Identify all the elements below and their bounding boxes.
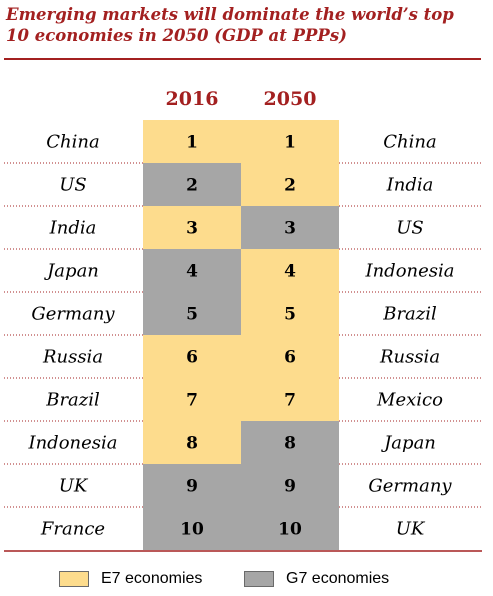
cell-2050-rank-10 bbox=[241, 507, 339, 550]
rank-2016-6: 6 bbox=[186, 348, 198, 368]
rank-2016-4: 4 bbox=[186, 262, 198, 282]
cell-2050-rank-1 bbox=[241, 120, 339, 163]
column-header-2050: 2050 bbox=[263, 88, 317, 110]
country-2050-rank-10: UK bbox=[396, 519, 426, 540]
rank-2016-1: 1 bbox=[186, 133, 198, 153]
country-2016-rank-2: US bbox=[59, 175, 87, 196]
country-2050-rank-1: China bbox=[383, 132, 436, 153]
country-2016-rank-8: Indonesia bbox=[27, 433, 117, 454]
cell-2050-rank-5 bbox=[241, 292, 339, 335]
country-2016-rank-10: France bbox=[40, 519, 105, 540]
rank-2016-10: 10 bbox=[180, 520, 204, 540]
cell-2050-rank-8 bbox=[241, 421, 339, 464]
rank-2016-3: 3 bbox=[186, 219, 198, 239]
cell-2016-rank-2 bbox=[143, 163, 241, 206]
rank-2050-6: 6 bbox=[284, 348, 296, 368]
rank-2016-7: 7 bbox=[186, 391, 198, 411]
cell-2016-rank-7 bbox=[143, 378, 241, 421]
country-2050-rank-4: Indonesia bbox=[364, 261, 454, 282]
country-2050-rank-9: Germany bbox=[368, 476, 452, 497]
rank-2050-5: 5 bbox=[284, 305, 296, 325]
rank-2016-8: 8 bbox=[186, 434, 198, 454]
rank-2050-3: 3 bbox=[284, 219, 296, 239]
cell-2016-rank-10 bbox=[143, 507, 241, 550]
rank-2050-4: 4 bbox=[284, 262, 296, 282]
country-2016-rank-3: India bbox=[49, 218, 97, 239]
country-2016-rank-5: Germany bbox=[31, 304, 115, 325]
legend-swatch-g7 bbox=[244, 571, 274, 587]
country-2016-rank-1: China bbox=[46, 132, 99, 153]
country-2050-rank-7: Mexico bbox=[376, 390, 443, 411]
title-divider bbox=[4, 58, 481, 60]
cell-2016-rank-3 bbox=[143, 206, 241, 249]
country-2050-rank-5: Brazil bbox=[382, 304, 437, 325]
cell-2050-rank-4 bbox=[241, 249, 339, 292]
cell-2016-rank-4 bbox=[143, 249, 241, 292]
cell-2050-rank-6 bbox=[241, 335, 339, 378]
rank-2050-8: 8 bbox=[284, 434, 296, 454]
cell-2050-rank-2 bbox=[241, 163, 339, 206]
legend-item-g7: G7 economies bbox=[244, 569, 389, 589]
rank-2016-5: 5 bbox=[186, 305, 198, 325]
rank-2016-2: 2 bbox=[186, 176, 198, 196]
cell-2016-rank-6 bbox=[143, 335, 241, 378]
rank-2050-10: 10 bbox=[278, 520, 302, 540]
country-2050-rank-8: Japan bbox=[380, 433, 436, 454]
cell-2016-rank-8 bbox=[143, 421, 241, 464]
cell-2016-rank-1 bbox=[143, 120, 241, 163]
cell-2050-rank-9 bbox=[241, 464, 339, 507]
country-2016-rank-4: Japan bbox=[43, 261, 99, 282]
country-2050-rank-2: India bbox=[386, 175, 434, 196]
rank-2050-7: 7 bbox=[284, 391, 296, 411]
legend-swatch-e7 bbox=[59, 571, 89, 587]
legend-item-e7: E7 economies bbox=[59, 569, 202, 589]
rank-2050-9: 9 bbox=[284, 477, 296, 497]
cell-2016-rank-9 bbox=[143, 464, 241, 507]
rank-2050-1: 1 bbox=[284, 133, 296, 153]
cell-2016-rank-5 bbox=[143, 292, 241, 335]
country-2016-rank-7: Brazil bbox=[45, 390, 100, 411]
rank-2016-9: 9 bbox=[186, 477, 198, 497]
legend-label-e7: E7 economies bbox=[101, 570, 203, 587]
country-2050-rank-3: US bbox=[396, 218, 424, 239]
legend-label-g7: G7 economies bbox=[286, 570, 390, 587]
country-2016-rank-9: UK bbox=[59, 476, 89, 497]
cell-2050-rank-7 bbox=[241, 378, 339, 421]
country-2050-rank-6: Russia bbox=[379, 347, 440, 368]
cell-2050-rank-3 bbox=[241, 206, 339, 249]
chart-title: Emerging markets will dominate the world… bbox=[6, 5, 454, 45]
rank-2050-2: 2 bbox=[284, 176, 296, 196]
column-header-2016: 2016 bbox=[165, 88, 219, 110]
country-2016-rank-6: Russia bbox=[42, 347, 103, 368]
